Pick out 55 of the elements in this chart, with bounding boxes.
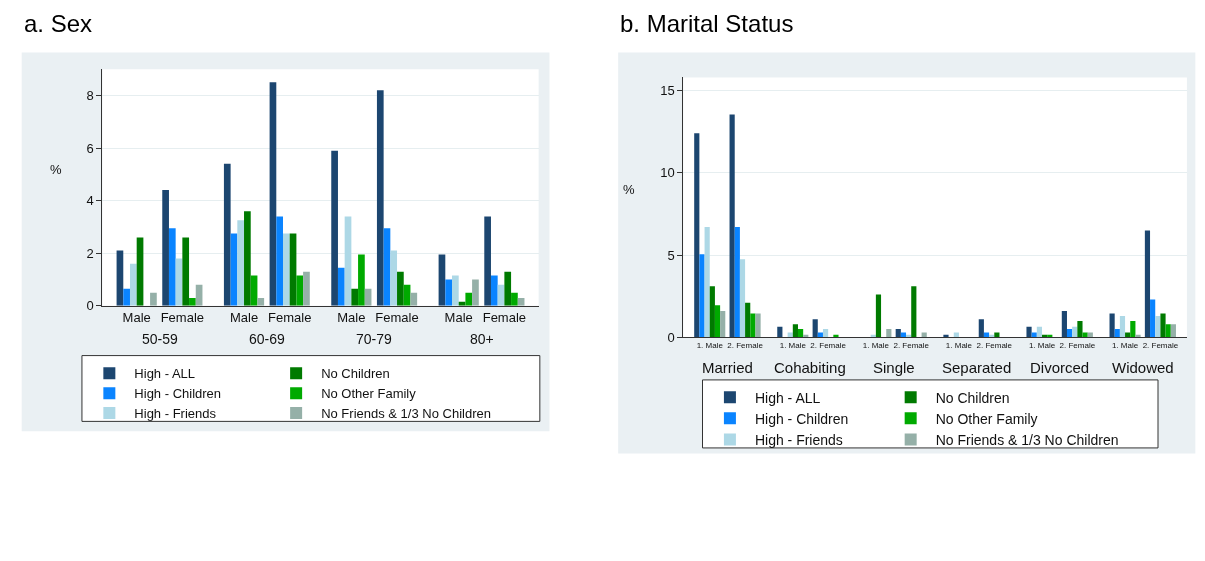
legend-label: No Other Family — [935, 410, 1038, 427]
y-tick-label: 6 — [86, 140, 94, 156]
legend-label: No Friends & 1/3 No Children — [321, 406, 491, 422]
legend-label: No Children — [321, 366, 390, 382]
y-tick-label: 4 — [86, 193, 94, 209]
x-tick-label: Male — [229, 310, 259, 326]
y-axis-title: % — [50, 162, 62, 177]
text: Separated — [942, 359, 1012, 376]
legend-label: No Friends & 1/3 No Children — [935, 432, 1119, 449]
x-tick-label: 1. Male — [779, 340, 807, 350]
x-tick-label: 1. Male — [862, 340, 890, 350]
legend-label: High - Friends — [754, 432, 843, 449]
text: Divorced — [1030, 359, 1090, 376]
y-tick-label: 10 — [660, 165, 675, 181]
text: Married — [702, 359, 753, 376]
x-tick-label: 2. Female — [893, 340, 930, 350]
x-tick-label: Male — [337, 310, 366, 326]
x-tick-label: 1. Male — [696, 340, 724, 350]
x-tick-label: 2. Female — [1142, 340, 1179, 350]
y-tick-label: 5 — [667, 247, 675, 263]
text: Single — [873, 359, 915, 376]
x-tick-label: Female — [268, 310, 312, 326]
text: 70-79 — [356, 331, 393, 347]
x-tick-label: Male — [122, 310, 151, 326]
text: 60-69 — [249, 331, 286, 347]
y-tick-label: 8 — [86, 87, 94, 103]
legend-label: High - Friends — [134, 406, 217, 422]
x-tick-label: Female — [160, 310, 205, 326]
text: Widowed — [1112, 359, 1174, 376]
text: 80+ — [470, 331, 494, 347]
x-tick-label: 2. Female — [1059, 340, 1096, 350]
x-tick-label: 1. Male — [1111, 340, 1139, 350]
legend-label: High - Children — [754, 410, 849, 427]
x-tick-label: 2. Female — [727, 340, 764, 350]
x-tick-label: 2. Female — [976, 340, 1013, 350]
y-tick-label: 0 — [667, 329, 675, 345]
x-tick-label: 1. Male — [945, 340, 973, 350]
chart-title: a. Sex — [24, 10, 93, 37]
chart-title: b. Marital Status — [620, 10, 794, 37]
x-tick-label: Female — [482, 310, 527, 326]
y-axis-title: % — [623, 182, 635, 197]
text: 50-59 — [142, 331, 179, 347]
y-tick-label: 2 — [86, 245, 94, 261]
x-tick-label: 2. Female — [810, 340, 847, 350]
y-tick-label: 15 — [660, 83, 675, 99]
x-tick-label: Male — [444, 310, 473, 326]
legend-label: High - ALL — [134, 366, 196, 382]
x-tick-label: 1. Male — [1028, 340, 1056, 350]
y-tick-label: 0 — [86, 298, 94, 314]
legend-label: High - Children — [134, 386, 222, 402]
x-tick-label: Female — [375, 310, 419, 326]
legend-label: No Other Family — [321, 386, 417, 402]
legend-label: No Children — [935, 389, 1010, 406]
text: Cohabiting — [774, 359, 846, 376]
legend-label: High - ALL — [754, 389, 821, 406]
